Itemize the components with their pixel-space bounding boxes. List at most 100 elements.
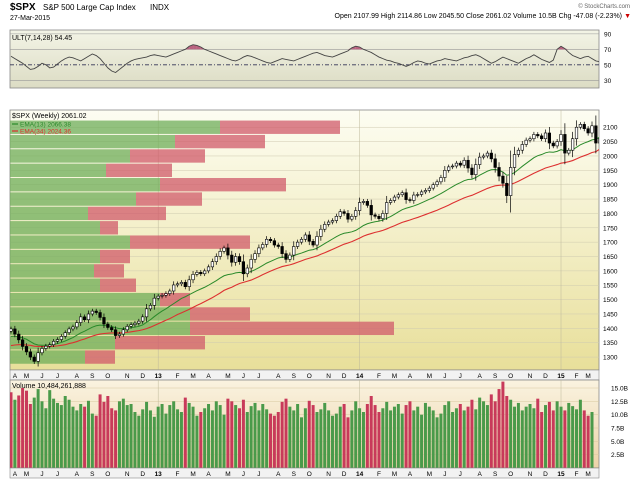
candle-body: [458, 162, 462, 166]
x-tick-label: N: [125, 373, 130, 380]
volume-bar-up: [195, 415, 199, 468]
x-tick-label: M: [190, 373, 195, 380]
volume-bar-up: [524, 406, 528, 468]
candle-body: [516, 149, 521, 155]
volume-bar-down: [497, 389, 501, 468]
candle-body: [141, 316, 145, 322]
candle-body: [594, 125, 598, 144]
candle-body: [419, 191, 424, 195]
candle-body: [168, 290, 172, 294]
x-tick-label: A: [206, 471, 211, 478]
volume-bar-up: [478, 397, 482, 468]
candle-body: [342, 211, 346, 214]
volume-bar-down: [269, 413, 273, 468]
volume-bar-up: [400, 413, 404, 468]
candle-body: [148, 305, 153, 310]
volume-bar-up: [125, 405, 129, 468]
volume-bar-down: [470, 399, 474, 468]
volume-bar-down: [404, 405, 408, 468]
candle-body: [303, 234, 307, 240]
candle-body: [36, 352, 40, 362]
volume-bar-up: [319, 409, 323, 468]
volume-bar-down: [551, 410, 555, 468]
candle-body: [237, 256, 242, 262]
candle-body: [265, 238, 269, 245]
volume-tick-label: 10.0B: [611, 412, 628, 419]
volume-bar-up: [218, 405, 222, 468]
vbp-up-bar: [10, 264, 94, 278]
candle-body: [524, 139, 528, 145]
candle-body: [501, 175, 505, 184]
exchange: INDX: [150, 3, 170, 12]
candle-body: [555, 141, 559, 147]
volume-bar-up: [207, 404, 211, 468]
vbp-down-bar: [85, 350, 115, 364]
vbp-down-bar: [136, 192, 202, 206]
candle-body: [156, 295, 160, 299]
stockcharts-credit: © StockCharts.com: [578, 3, 630, 10]
price-tick-label: 1550: [603, 283, 618, 290]
x-tick-label: J: [443, 373, 446, 380]
x-tick-label: M: [585, 373, 590, 380]
candle-body: [392, 196, 397, 201]
candle-body: [381, 213, 385, 219]
price-panel: $SPX (Weekly) 2061.02 EMA(13) 2066.38 EM…: [9, 109, 618, 371]
ema34-legend: EMA(34) 2024.36: [20, 129, 71, 136]
candle-body: [334, 215, 338, 221]
x-tick-label: J: [56, 471, 59, 478]
volume-bar-up: [544, 405, 548, 468]
volume-bar-up: [412, 410, 416, 468]
vbp-down-bar: [190, 307, 250, 321]
candle-body: [10, 328, 13, 332]
x-tick-label: A: [75, 471, 80, 478]
x-tick-label: N: [528, 471, 533, 478]
volume-bar-up: [152, 416, 156, 468]
candle-body: [447, 166, 451, 171]
candle-body: [48, 344, 52, 347]
x-tick-label: S: [493, 373, 498, 380]
candle-body: [129, 324, 133, 327]
candle-body: [98, 312, 102, 318]
volume-bar-up: [427, 406, 431, 468]
x-tick-label: J: [459, 373, 462, 380]
x-tick-label: A: [75, 373, 80, 380]
candle-body: [52, 340, 56, 346]
candle-body: [532, 134, 536, 140]
x-tick-label: M: [585, 471, 590, 478]
x-tick-label: S: [90, 471, 95, 478]
candle-body: [551, 142, 555, 147]
x-tick-label: A: [276, 373, 281, 380]
volume-bar-up: [462, 410, 466, 468]
x-tick-label: M: [24, 373, 29, 380]
volume-bar-up: [148, 410, 152, 468]
volume-bar-down: [373, 405, 377, 468]
vbp-up-bar: [10, 321, 190, 336]
candle-body: [292, 246, 296, 256]
candle-body: [361, 201, 366, 203]
candle-body: [427, 187, 431, 191]
candle-body: [416, 194, 420, 196]
candle-body: [567, 149, 571, 154]
volume-bar-down: [505, 396, 509, 468]
x-tick-label: A: [478, 373, 483, 380]
candle-body: [125, 326, 129, 331]
candle-body: [17, 333, 21, 341]
volume-panel: Volume 10,484,261,888 2.5B 5.0B 7.5B 10.0B 1…: [9, 379, 628, 469]
volume-bar-up: [71, 406, 75, 468]
candle-body: [21, 339, 25, 347]
volume-bar-up: [245, 412, 249, 468]
volume-bar-up: [439, 413, 443, 468]
x-tick-label: 13: [155, 471, 163, 478]
candle-body: [183, 282, 187, 287]
x-tick-label: N: [326, 373, 331, 380]
candle-body: [388, 200, 393, 203]
x-tick-label: M: [190, 471, 195, 478]
candle-body: [253, 253, 257, 260]
vbp-down-bar: [100, 249, 130, 264]
vbp-down-bar: [88, 206, 166, 221]
candle-body: [396, 194, 400, 198]
candle-body: [450, 165, 455, 168]
volume-bar-up: [292, 410, 296, 468]
volume-bar-down: [501, 381, 505, 468]
candle-body: [412, 194, 416, 201]
